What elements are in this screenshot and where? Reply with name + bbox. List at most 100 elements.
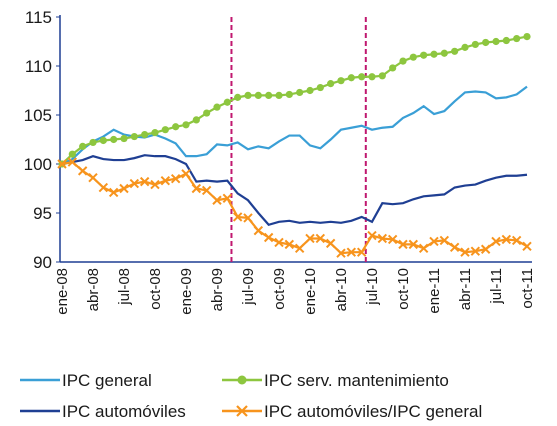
marker xyxy=(347,74,355,82)
marker xyxy=(471,40,479,49)
marker xyxy=(480,244,491,254)
x-tick-label: jul-08 xyxy=(116,268,133,306)
marker xyxy=(501,234,512,245)
marker xyxy=(336,248,346,258)
marker xyxy=(325,238,336,249)
marker xyxy=(244,91,252,99)
x-tick-label: jul-09 xyxy=(240,268,257,306)
x-tick-label: ene-11 xyxy=(426,268,443,314)
marker xyxy=(430,50,438,58)
x-tick-label: oct-09 xyxy=(271,268,288,310)
y-tick-label: 110 xyxy=(25,57,52,76)
marker xyxy=(243,213,253,223)
x-tick-label: oct-08 xyxy=(147,268,164,310)
marker xyxy=(139,176,150,187)
marker xyxy=(327,80,335,88)
marker xyxy=(294,243,305,253)
marker xyxy=(461,43,469,51)
marker xyxy=(408,239,419,250)
marker xyxy=(418,243,429,253)
marker xyxy=(440,49,448,57)
x-tick-label: abr-11 xyxy=(457,268,474,310)
x-tick-label: abr-10 xyxy=(333,268,350,311)
marker xyxy=(119,183,129,194)
marker xyxy=(502,36,510,45)
marker xyxy=(222,193,233,204)
marker xyxy=(387,234,398,245)
marker xyxy=(492,37,500,46)
x-tick-label: abr-08 xyxy=(85,268,102,311)
marker xyxy=(285,90,293,99)
legend-label: IPC general xyxy=(62,371,152,390)
marker xyxy=(130,132,138,141)
marker xyxy=(305,233,315,244)
legend-label: IPC automóviles xyxy=(62,402,186,421)
y-tick-label: 100 xyxy=(24,155,52,174)
y-tick-label: 90 xyxy=(33,253,52,272)
marker xyxy=(203,109,211,117)
marker xyxy=(120,134,128,143)
x-tick-label: abr-09 xyxy=(209,268,226,311)
marker xyxy=(108,187,119,198)
marker xyxy=(67,157,78,167)
series-line xyxy=(61,160,528,255)
marker xyxy=(181,169,191,179)
marker xyxy=(265,91,273,99)
marker xyxy=(439,235,450,246)
x-tick-label: jul-11 xyxy=(488,268,505,305)
marker xyxy=(254,91,262,99)
marker xyxy=(275,91,283,99)
marker xyxy=(141,131,149,139)
marker xyxy=(232,212,243,222)
marker xyxy=(170,173,181,184)
marker xyxy=(460,247,470,257)
marker xyxy=(89,138,97,147)
marker xyxy=(368,73,376,81)
x-tick-label: ene-10 xyxy=(302,268,319,315)
y-tick-label: 115 xyxy=(25,8,52,27)
marker xyxy=(129,178,140,189)
y-tick-label: 95 xyxy=(33,204,52,223)
marker xyxy=(523,33,531,41)
marker xyxy=(161,126,169,134)
marker xyxy=(182,121,190,129)
marker xyxy=(420,51,428,59)
series-line xyxy=(61,35,528,165)
marker xyxy=(399,57,407,65)
marker xyxy=(79,142,87,150)
x-tick-label: oct-10 xyxy=(395,268,412,310)
marker xyxy=(511,235,522,246)
marker xyxy=(88,173,98,183)
legend-marker xyxy=(236,405,248,417)
marker xyxy=(482,38,490,47)
marker xyxy=(513,34,521,43)
marker xyxy=(68,150,76,158)
marker xyxy=(451,47,459,55)
x-tick-label: oct-11 xyxy=(519,268,536,309)
marker xyxy=(172,123,180,131)
marker xyxy=(409,53,417,61)
legend-label: IPC automóviles/IPC general xyxy=(264,402,482,421)
marker xyxy=(284,239,295,250)
marker xyxy=(223,98,231,106)
marker xyxy=(263,232,274,243)
marker xyxy=(491,236,501,247)
marker xyxy=(253,225,264,236)
marker xyxy=(337,77,345,85)
marker xyxy=(57,159,67,169)
marker xyxy=(192,116,200,124)
x-tick-label: jul-10 xyxy=(364,268,381,306)
marker xyxy=(522,241,532,252)
marker xyxy=(429,236,439,247)
marker xyxy=(274,237,284,248)
marker xyxy=(470,246,481,256)
marker xyxy=(296,88,304,97)
marker xyxy=(212,195,222,205)
y-tick-label: 105 xyxy=(24,106,52,125)
series-line xyxy=(61,154,528,227)
marker xyxy=(150,179,160,190)
marker xyxy=(201,185,212,196)
marker xyxy=(306,86,314,95)
x-tick-label: ene-09 xyxy=(178,268,195,315)
marker xyxy=(449,242,460,253)
